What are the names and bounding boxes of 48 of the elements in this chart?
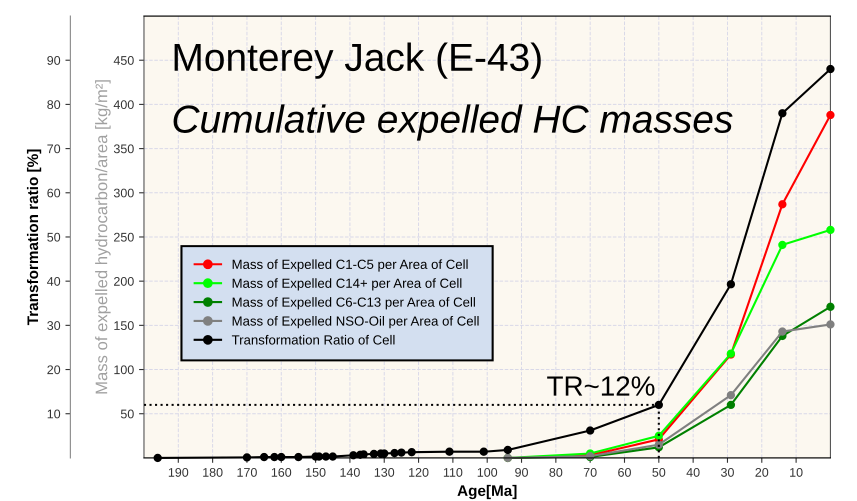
y-tick-label: 250 — [114, 232, 134, 242]
x-tick-label: 190 — [168, 468, 188, 477]
y2-tick-label: 20 — [47, 365, 60, 374]
x-tick-label: 110 — [444, 468, 462, 477]
x-axis-title: Age[Ma] — [457, 484, 516, 500]
y2-axis-title: Transformation ratio [%] — [26, 150, 42, 326]
y-tick-label: 300 — [114, 188, 134, 198]
x-tick-label: 10 — [790, 468, 803, 477]
x-tick-label: 180 — [203, 468, 223, 477]
x-tick-label: 120 — [409, 468, 428, 477]
text: Cumulative expelled HC masses — [174, 104, 733, 141]
x-tick-label: 60 — [618, 468, 631, 477]
ref-line-label: TR~12% — [547, 376, 654, 396]
legend-label: Mass of Expelled C14+ per Area of Cell — [232, 278, 462, 291]
x-tick-label: 30 — [720, 468, 734, 477]
text: Monterey Jack (E-43) — [174, 42, 541, 79]
x-tick-label: 140 — [340, 468, 360, 477]
x-tick-label: 150 — [306, 468, 326, 477]
x-tick-label: 170 — [237, 468, 257, 477]
y2-tick-label: 30 — [47, 321, 60, 330]
legend-label: Mass of Expelled C6-C13 per Area of Cell — [232, 297, 475, 310]
y2-tick-label: 60 — [47, 188, 60, 198]
y2-tick-label: 80 — [47, 100, 60, 110]
y-axis-title: Mass of expelled hydrocarbon/area [kg/m²] — [95, 80, 111, 394]
x-tick-label: 20 — [755, 468, 768, 477]
x-tick-label: 50 — [652, 468, 666, 477]
y-tick-label: 400 — [114, 100, 134, 110]
y2-tick-label: 90 — [47, 56, 60, 65]
y2-tick-label: 70 — [47, 144, 60, 154]
x-tick-label: 100 — [478, 468, 498, 477]
y2-tick-label: 10 — [48, 410, 60, 418]
y-tick-label: 200 — [114, 276, 134, 286]
y-tick-label: 150 — [114, 321, 134, 330]
legend-label: Mass of Expelled NSO-Oil per Area of Cell — [232, 316, 479, 328]
legend-label: Transformation Ratio of Cell — [232, 334, 394, 345]
x-tick-label: 160 — [272, 468, 292, 477]
y-tick-label: 450 — [114, 56, 134, 65]
y-tick-label: 100 — [114, 365, 134, 374]
x-tick-label: 90 — [515, 468, 528, 477]
legend-label: Mass of Expelled C1-C5 per Area of Cell — [232, 259, 468, 272]
x-tick-label: 40 — [686, 468, 700, 477]
x-tick-label: 70 — [584, 468, 597, 477]
y-tick-label: 50 — [120, 410, 134, 418]
y2-tick-label: 40 — [47, 276, 60, 286]
y-tick-label: 350 — [114, 144, 134, 154]
y2-tick-label: 50 — [47, 232, 60, 242]
x-tick-label: 80 — [549, 468, 562, 477]
x-tick-label: 130 — [374, 468, 394, 477]
